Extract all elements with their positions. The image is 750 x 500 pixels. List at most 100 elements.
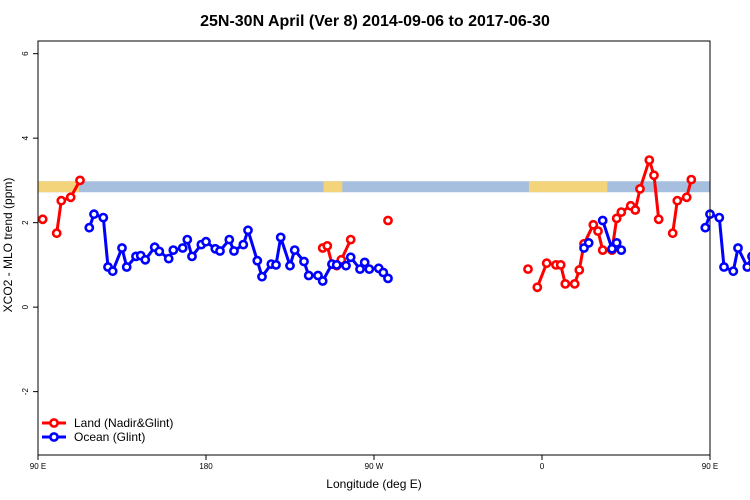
data-point — [597, 215, 608, 226]
data-point — [560, 278, 571, 289]
data-point — [574, 265, 585, 275]
data-point — [686, 174, 697, 185]
data-point — [714, 212, 725, 223]
data-point — [275, 232, 286, 243]
data-point — [317, 276, 328, 286]
data-point — [322, 240, 333, 251]
y-tick-label: 0 — [21, 304, 30, 309]
land-ocean-strip — [38, 181, 710, 193]
series-land — [37, 155, 697, 293]
data-point — [271, 259, 281, 270]
data-point — [168, 245, 179, 255]
series-line — [703, 212, 750, 273]
legend-marker — [49, 418, 59, 428]
data-point — [667, 228, 678, 239]
data-point — [597, 245, 608, 255]
data-point — [285, 260, 295, 271]
data-point — [541, 258, 552, 269]
y-tick-label: 6 — [21, 51, 30, 56]
series-line — [87, 212, 390, 283]
data-point — [201, 236, 211, 247]
strip-land — [528, 181, 608, 193]
data-point — [359, 257, 370, 268]
series-line — [55, 179, 82, 234]
data-point — [89, 209, 99, 220]
y-axis-label: XCO2 - MLO trend (ppm) — [1, 178, 15, 313]
plot-series — [37, 155, 750, 293]
data-point — [672, 195, 683, 206]
x-tick-label: 90 E — [702, 462, 718, 471]
data-point — [65, 192, 76, 203]
data-point — [252, 255, 263, 266]
data-point — [532, 282, 543, 293]
y-tick-label: 2 — [21, 220, 30, 225]
data-point — [616, 207, 627, 217]
x-tick-label: 90 E — [30, 462, 46, 471]
data-point — [163, 253, 174, 264]
data-point — [75, 175, 85, 186]
data-point — [728, 266, 739, 277]
legend-label: Land (Nadir&Glint) — [74, 416, 173, 430]
data-point — [611, 213, 622, 224]
data-point — [588, 219, 599, 230]
data-point — [154, 246, 165, 257]
data-point — [719, 262, 729, 272]
data-point — [649, 170, 659, 181]
data-point — [117, 243, 127, 253]
x-tick-label: 90 W — [365, 462, 384, 471]
x-axis-label: Longitude (deg E) — [326, 477, 421, 491]
data-point — [299, 256, 309, 267]
data-point — [107, 266, 118, 277]
legend: Land (Nadir&Glint)Ocean (Glint) — [42, 416, 173, 444]
series-line — [671, 179, 693, 234]
data-point — [742, 262, 750, 272]
data-point — [523, 264, 533, 274]
data-point — [140, 254, 151, 265]
data-point — [593, 226, 603, 236]
data-point — [224, 234, 235, 245]
data-point — [289, 245, 300, 255]
chart-title: 25N-30N April (Ver 8) 2014-09-06 to 2017… — [200, 13, 550, 30]
data-point — [345, 252, 356, 263]
data-point — [644, 155, 655, 165]
y-tick-label: -2 — [21, 388, 30, 396]
data-point — [355, 264, 365, 274]
data-point — [635, 183, 645, 194]
legend-label: Ocean (Glint) — [74, 430, 145, 444]
strip-land — [38, 181, 80, 193]
data-point — [383, 215, 393, 226]
data-point — [37, 214, 48, 225]
data-point — [243, 225, 253, 236]
data-point — [681, 192, 692, 203]
data-point — [733, 243, 743, 253]
data-point — [555, 259, 566, 270]
data-point — [583, 237, 594, 248]
data-point — [341, 260, 351, 271]
data-point — [383, 273, 393, 284]
data-point — [616, 245, 627, 255]
data-point — [700, 222, 711, 233]
data-point — [187, 251, 197, 262]
data-point — [611, 237, 622, 248]
strip-ocean — [38, 181, 710, 193]
axes: 90 E 180 90 W 0 90 E -2 0 2 4 6 — [21, 51, 718, 471]
data-point — [331, 259, 342, 270]
data-point — [364, 264, 375, 274]
data-point — [569, 278, 580, 289]
data-point — [229, 246, 239, 256]
data-point — [257, 271, 267, 282]
x-tick-label: 180 — [199, 462, 213, 471]
series-ocean — [84, 209, 750, 286]
data-point — [98, 212, 109, 223]
data-point — [653, 214, 664, 225]
data-point — [56, 195, 67, 206]
data-point — [238, 239, 249, 250]
data-point — [121, 262, 132, 272]
data-point — [303, 270, 314, 281]
x-tick-label: 0 — [540, 462, 545, 471]
data-point — [51, 228, 62, 239]
data-point — [182, 234, 193, 245]
data-point — [177, 243, 188, 253]
y-tick-label: 4 — [21, 135, 30, 140]
